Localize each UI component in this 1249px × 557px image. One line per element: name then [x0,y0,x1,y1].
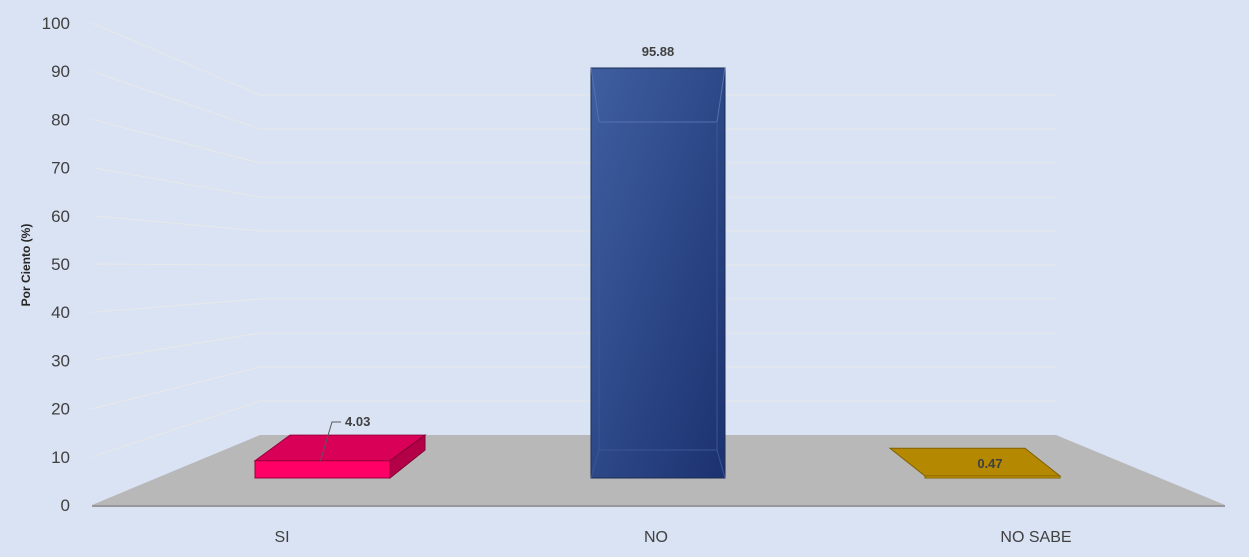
bar-si [253,434,427,480]
bars [253,67,1062,480]
bar-no-sabe [888,447,1062,479]
gridline-side [91,263,261,266]
data-label: 4.03 [345,414,370,429]
y-axis-label: Por Ciento (%) [19,224,33,307]
y-tick-label: 80 [51,110,70,129]
y-tick-label: 20 [51,400,70,419]
bar-inner-edge-top [590,67,726,123]
gridline-side [91,215,261,232]
gridline-side [91,70,261,130]
y-tick-label: 30 [51,351,70,370]
bar-no [590,67,726,479]
gridline-side [91,400,261,458]
y-tick-label: 70 [51,159,70,178]
gridline-side [91,366,261,410]
data-labels: 4.03 95.88 0.47 [320,44,1003,471]
bar-front-face [590,67,726,479]
y-tick-label: 50 [51,255,70,274]
category-labels: SI NO NO SABE [274,529,1071,546]
y-tick-label: 10 [51,448,70,467]
grid-lines [91,22,1056,458]
y-tick-label: 90 [51,62,70,81]
bar-inner-edge-bottom [590,449,726,479]
data-label: 95.88 [642,44,675,59]
y-axis-ticks: 0 10 20 30 40 50 60 70 80 90 100 [42,14,70,515]
y-tick-label: 100 [42,14,70,33]
x-tick-label: NO SABE [1000,529,1071,546]
data-label: 0.47 [977,456,1002,471]
gridline-side [91,118,261,164]
y-tick-label: 40 [51,303,70,322]
x-tick-label: SI [274,529,289,546]
gridline-side [91,22,261,96]
bar-front-face [254,460,391,479]
y-tick-label: 60 [51,207,70,226]
data-label-leader [320,421,341,461]
x-tick-label: NO [644,529,668,546]
bar-front-face [924,475,1061,479]
y-tick-label: 0 [61,496,70,515]
gridline-side [91,298,261,313]
gridline-side [91,167,261,198]
gridline-side [91,332,261,361]
